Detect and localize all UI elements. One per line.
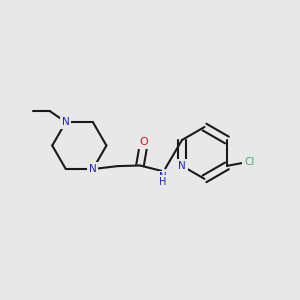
Text: N: N [62,117,70,127]
Text: N: N [178,161,186,171]
Text: N: N [89,164,97,174]
Text: H: H [159,177,166,187]
Text: N: N [159,172,167,182]
Text: O: O [139,137,148,147]
Text: Cl: Cl [244,158,254,167]
